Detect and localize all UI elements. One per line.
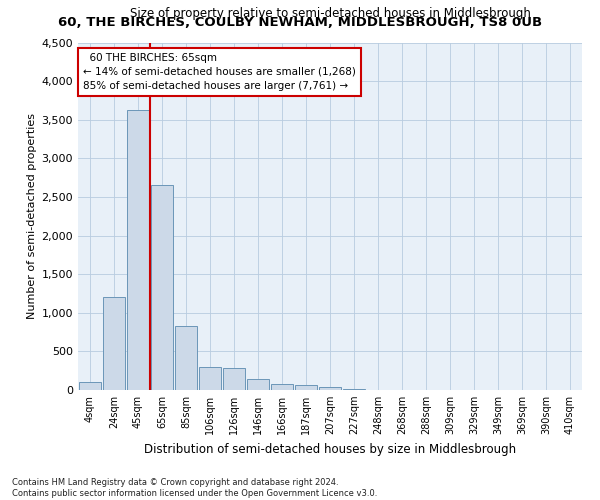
Bar	[199, 367, 221, 390]
Bar	[79, 382, 101, 390]
Bar	[247, 379, 269, 390]
Text: Contains HM Land Registry data © Crown copyright and database right 2024.
Contai: Contains HM Land Registry data © Crown c…	[12, 478, 377, 498]
Bar	[295, 386, 317, 390]
Y-axis label: Number of semi-detached properties: Number of semi-detached properties	[28, 114, 37, 320]
Bar	[343, 389, 365, 390]
Bar	[151, 186, 173, 390]
Bar	[103, 298, 125, 390]
Bar	[223, 368, 245, 390]
Text: 60, THE BIRCHES, COULBY NEWHAM, MIDDLESBROUGH, TS8 0UB: 60, THE BIRCHES, COULBY NEWHAM, MIDDLESB…	[58, 16, 542, 29]
X-axis label: Distribution of semi-detached houses by size in Middlesbrough: Distribution of semi-detached houses by …	[144, 442, 516, 456]
Title: Size of property relative to semi-detached houses in Middlesbrough: Size of property relative to semi-detach…	[130, 8, 530, 20]
Bar	[175, 326, 197, 390]
Bar	[319, 388, 341, 390]
Text: 60 THE BIRCHES: 65sqm
← 14% of semi-detached houses are smaller (1,268)
85% of s: 60 THE BIRCHES: 65sqm ← 14% of semi-deta…	[83, 53, 356, 91]
Bar	[271, 384, 293, 390]
Bar	[127, 110, 149, 390]
